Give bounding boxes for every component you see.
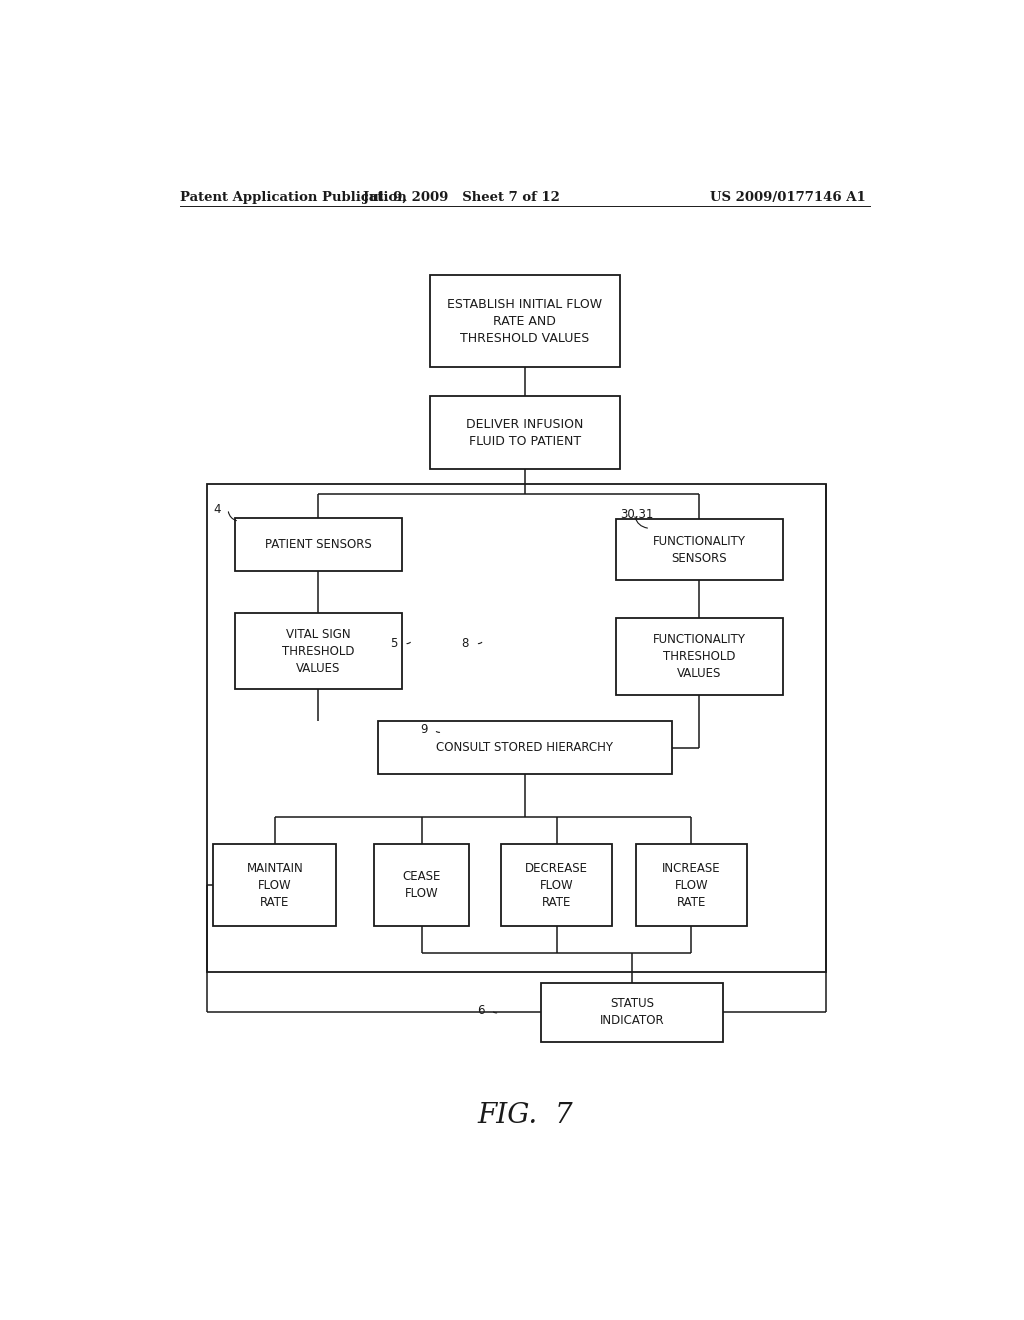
Bar bbox=[616, 519, 782, 581]
Text: 5: 5 bbox=[390, 636, 397, 649]
Text: FUNCTIONALITY
SENSORS: FUNCTIONALITY SENSORS bbox=[653, 535, 745, 565]
Text: CONSULT STORED HIERARCHY: CONSULT STORED HIERARCHY bbox=[436, 742, 613, 755]
Bar bbox=[213, 845, 336, 925]
Bar bbox=[430, 276, 621, 367]
Bar bbox=[236, 614, 401, 689]
Bar bbox=[236, 519, 401, 572]
Text: ESTABLISH INITIAL FLOW
RATE AND
THRESHOLD VALUES: ESTABLISH INITIAL FLOW RATE AND THRESHOL… bbox=[447, 297, 602, 345]
Bar bbox=[430, 396, 621, 470]
Text: STATUS
INDICATOR: STATUS INDICATOR bbox=[600, 997, 665, 1027]
Bar bbox=[501, 845, 612, 925]
Text: MAINTAIN
FLOW
RATE: MAINTAIN FLOW RATE bbox=[247, 862, 303, 908]
Bar bbox=[541, 982, 723, 1041]
Text: 9: 9 bbox=[420, 723, 428, 737]
Text: FUNCTIONALITY
THRESHOLD
VALUES: FUNCTIONALITY THRESHOLD VALUES bbox=[653, 632, 745, 680]
Bar bbox=[378, 722, 672, 775]
Text: Patent Application Publication: Patent Application Publication bbox=[179, 190, 407, 203]
Text: INCREASE
FLOW
RATE: INCREASE FLOW RATE bbox=[663, 862, 721, 908]
Bar bbox=[616, 618, 782, 694]
Text: DELIVER INFUSION
FLUID TO PATIENT: DELIVER INFUSION FLUID TO PATIENT bbox=[466, 418, 584, 447]
Text: 6: 6 bbox=[477, 1003, 484, 1016]
Text: 4: 4 bbox=[214, 503, 221, 516]
Text: VITAL SIGN
THRESHOLD
VALUES: VITAL SIGN THRESHOLD VALUES bbox=[283, 628, 354, 675]
Text: DECREASE
FLOW
RATE: DECREASE FLOW RATE bbox=[525, 862, 588, 908]
Text: 8: 8 bbox=[461, 636, 469, 649]
Text: FIG.  7: FIG. 7 bbox=[477, 1102, 572, 1130]
Bar bbox=[207, 483, 826, 972]
Text: Jul. 9, 2009   Sheet 7 of 12: Jul. 9, 2009 Sheet 7 of 12 bbox=[362, 190, 560, 203]
Bar bbox=[374, 845, 469, 925]
Text: PATIENT SENSORS: PATIENT SENSORS bbox=[265, 539, 372, 552]
Text: US 2009/0177146 A1: US 2009/0177146 A1 bbox=[711, 190, 866, 203]
Text: CEASE
FLOW: CEASE FLOW bbox=[402, 870, 440, 900]
Text: 30,31: 30,31 bbox=[620, 508, 653, 520]
Bar bbox=[636, 845, 748, 925]
